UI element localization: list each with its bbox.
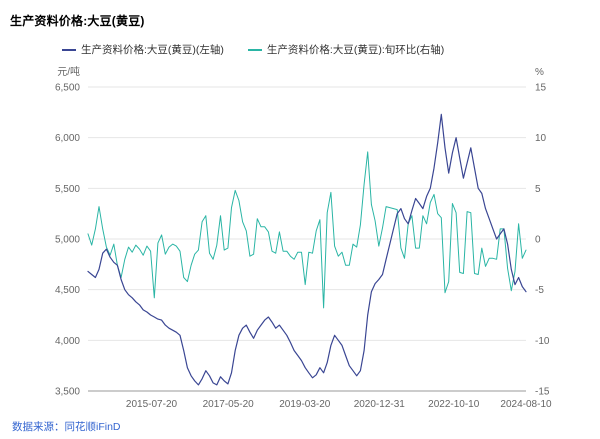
- pct-series-line: [87, 151, 527, 309]
- legend-label-pct: 生产资料价格:大豆(黄豆):旬环比(右轴): [266, 44, 445, 56]
- data-source: 数据来源：同花顺iFinD: [12, 421, 121, 433]
- legend: 生产资料价格:大豆(黄豆)(左轴) 生产资料价格:大豆(黄豆):旬环比(右轴): [62, 42, 600, 57]
- right-axis-tick-label: 10: [535, 133, 547, 144]
- chart-canvas: 6,500 15 6,000 10 5,500 5 5,000 0 4,500 -5 4,000 -1…: [55, 65, 552, 410]
- price-series-line: [87, 113, 527, 386]
- left-axis-tick-label: 5,500: [55, 184, 80, 195]
- legend-label-price: 生产资料价格:大豆(黄豆)(左轴): [81, 44, 224, 56]
- x-axis-tick-label: 2020-12-31: [354, 399, 406, 410]
- legend-item-price: 生产资料价格:大豆(黄豆)(左轴): [62, 42, 224, 57]
- left-axis-unit: 元/吨: [57, 65, 80, 78]
- x-axis-tick-label: 2015-07-20: [126, 399, 178, 410]
- right-axis-tick-label: 5: [535, 184, 541, 195]
- legend-item-pct: 生产资料价格:大豆(黄豆):旬环比(右轴): [247, 42, 445, 57]
- legend-line-swatch-pct: [247, 48, 262, 51]
- left-axis-tick-label: 4,500: [55, 285, 80, 296]
- right-axis-tick-label: 15: [535, 83, 547, 94]
- right-axis-tick-label: -10: [535, 336, 550, 347]
- x-axis-tick-label: 2024-08-10: [500, 399, 552, 410]
- left-axis-tick-label: 5,000: [55, 235, 80, 246]
- right-axis-unit: %: [535, 67, 544, 78]
- right-axis-tick-label: -15: [535, 387, 550, 398]
- legend-line-swatch-price: [62, 48, 76, 51]
- left-axis-tick-label: 3,500: [55, 387, 80, 398]
- right-axis-tick-label: 0: [535, 235, 541, 246]
- x-axis-tick-label: 2019-03-20: [279, 399, 331, 410]
- left-axis-tick-label: 6,000: [55, 133, 80, 144]
- chart-title: 生产资料价格:大豆(黄豆): [10, 14, 145, 28]
- right-axis-tick-label: -5: [535, 285, 544, 296]
- x-axis-tick-label: 2017-05-20: [203, 399, 255, 410]
- left-axis-tick-label: 4,000: [55, 336, 80, 347]
- x-axis-tick-label: 2022-10-10: [428, 399, 480, 410]
- left-axis-tick-label: 6,500: [55, 83, 80, 94]
